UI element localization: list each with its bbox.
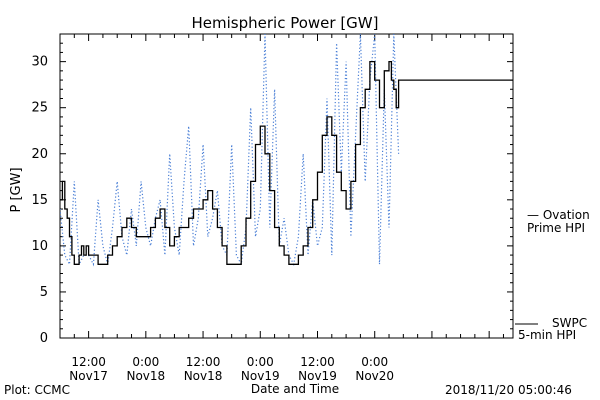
y-tick-label: 5 (40, 285, 48, 300)
x-tick-label-date: Nov18 (126, 369, 165, 383)
x-tick-label-time: 12:00 (186, 355, 221, 369)
y-tick-label: 30 (31, 55, 48, 70)
x-tick-label-date: Nov18 (184, 369, 223, 383)
series-swpc-5min-hpi-line (60, 60, 513, 265)
y-axis-ticks: 0 5 10 15 20 25 30 (31, 33, 513, 346)
x-tick-label-time: 0:00 (247, 355, 274, 369)
series-ovation-prime-hpi-line (60, 34, 400, 267)
y-tick-label: 25 (31, 101, 48, 116)
legend-swpc-label-line-1: SWPC (552, 316, 587, 330)
x-tick-label-time: 0:00 (132, 355, 159, 369)
x-tick-label-time: 0:00 (361, 355, 388, 369)
y-tick-label: 0 (40, 331, 48, 346)
plot-frame (59, 33, 514, 339)
x-tick-label-date: Nov19 (241, 369, 280, 383)
plot-credit: Plot: CCMC (4, 383, 70, 397)
x-tick-label-date: Nov20 (355, 369, 394, 383)
chart-title: Hemispheric Power [GW] (192, 14, 379, 32)
y-tick-label: 10 (31, 239, 48, 254)
y-axis-label: P [GW] (9, 167, 24, 212)
y-tick-label: 20 (31, 147, 48, 162)
x-axis-label: Date and Time (251, 382, 339, 396)
x-tick-label-date: Nov19 (298, 369, 337, 383)
legend-ovation-label-line-2: Prime HPI (527, 221, 585, 235)
plot-timestamp: 2018/11/20 05:00:46 (445, 383, 572, 397)
x-tick-label-time: 12:00 (71, 355, 106, 369)
x-tick-label-time: 12:00 (300, 355, 335, 369)
legend-swpc-label-line-2: 5-min HPI (518, 328, 576, 342)
x-axis-ticks: 12:00Nov170:00Nov1812:00Nov180:00Nov1912… (59, 34, 504, 383)
y-tick-label: 15 (31, 193, 48, 208)
x-tick-label-date: Nov17 (69, 369, 108, 383)
legend-ovation-label-line-1: — Ovation (527, 208, 590, 222)
